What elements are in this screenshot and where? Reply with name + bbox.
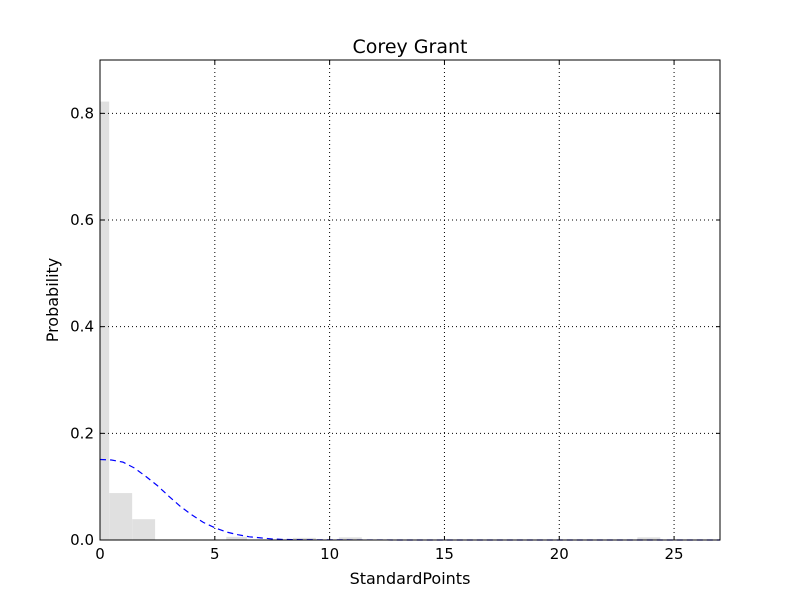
plot-frame <box>99 59 721 541</box>
axis-ticks: 0 5 10 15 20 25 0.0 0.2 0.4 0.6 0.8 <box>70 60 720 563</box>
y-tick-label-3: 0.6 <box>70 211 94 229</box>
x-tick-label-0: 0 <box>95 545 105 563</box>
y-axis-label: Probability <box>43 258 62 343</box>
histogram-bar-1 <box>109 493 133 540</box>
x-tick-label-5: 25 <box>665 545 684 563</box>
x-tick-label-3: 15 <box>435 545 454 563</box>
y-tick-label-1: 0.2 <box>70 424 94 442</box>
histogram-bar-3 <box>226 536 247 540</box>
histogram-bar-0 <box>100 101 110 540</box>
chart-title: Corey Grant <box>353 36 468 58</box>
x-tick-label-1: 5 <box>210 545 220 563</box>
x-axis-label: StandardPoints <box>350 569 471 588</box>
y-tick-label-2: 0.4 <box>70 318 94 336</box>
density-curve <box>99 458 720 541</box>
histogram-bar-6 <box>637 537 661 540</box>
x-tick-label-2: 10 <box>320 545 339 563</box>
y-tick-label-4: 0.8 <box>70 104 94 122</box>
y-tick-label-0: 0.0 <box>70 531 94 549</box>
histogram-bar-5 <box>338 537 362 540</box>
x-tick-label-4: 20 <box>550 545 569 563</box>
histogram-bar-2 <box>132 519 156 540</box>
histogram-bars <box>100 101 661 540</box>
grid-lines <box>99 60 720 541</box>
histogram-bar-4 <box>292 537 316 540</box>
